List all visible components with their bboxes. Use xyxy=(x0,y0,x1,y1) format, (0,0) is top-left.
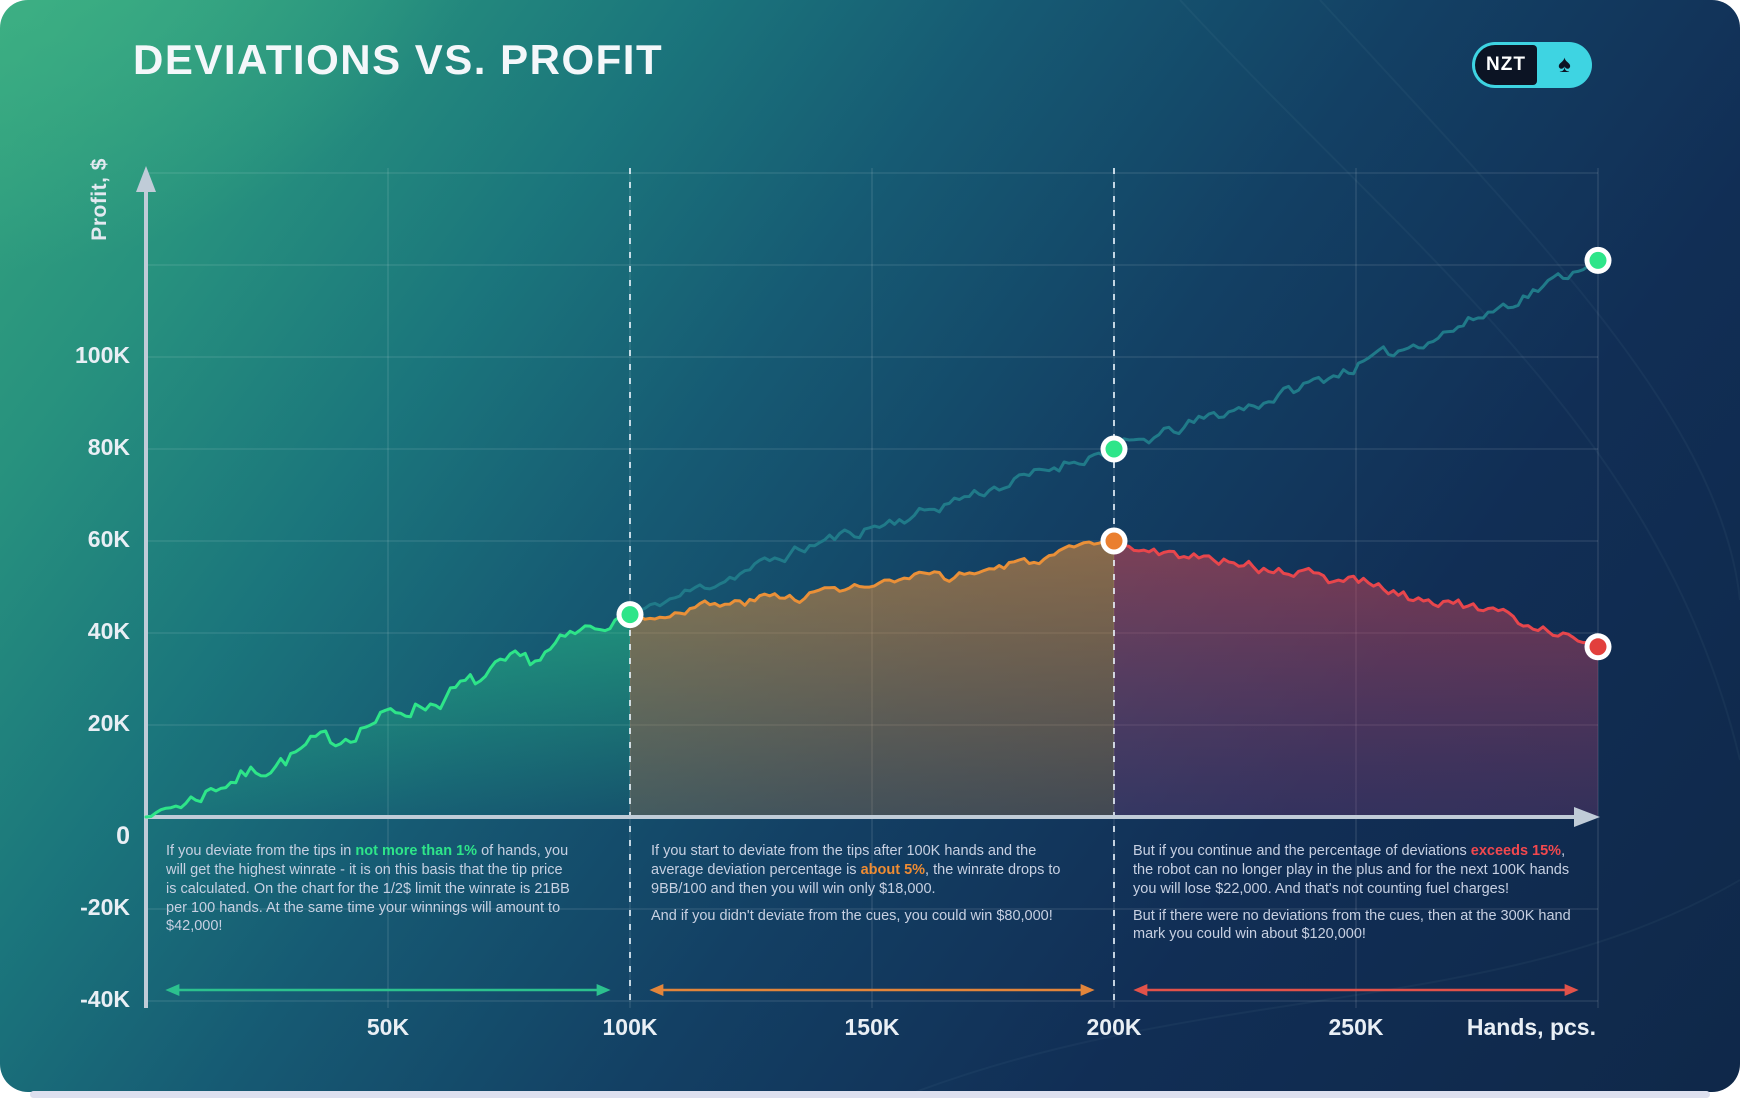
annotation-paragraph: And if you didn't deviate from the cues,… xyxy=(651,907,1089,926)
highlight-orange: about 5% xyxy=(860,861,926,878)
annotation-block-2: If you start to deviate from the tips af… xyxy=(651,842,1089,933)
area-deviations-over-15pct xyxy=(1114,541,1598,817)
milestone-dashed-lines xyxy=(629,168,1115,1008)
range-arrow-left-head xyxy=(649,984,664,996)
marker-dot xyxy=(621,606,639,624)
annotation-text: And if you didn't deviate from the cues,… xyxy=(651,907,1053,924)
y-tick-label: 80K xyxy=(87,434,130,460)
annotation-block-3: But if you continue and the percentage o… xyxy=(1133,842,1585,952)
annotation-block-1: If you deviate from the tips in not more… xyxy=(166,842,572,944)
annotation-text: But if you continue and the percentage o… xyxy=(1133,843,1471,859)
annotation-paragraph: If you deviate from the tips in not more… xyxy=(166,842,572,936)
y-tick-label: -20K xyxy=(80,894,130,920)
x-tick-label: 100K xyxy=(602,1014,658,1040)
marker-dot xyxy=(1105,532,1123,550)
range-arrow-right-head xyxy=(596,984,611,996)
nzt-logo-text: NZT xyxy=(1475,45,1537,85)
contour-line xyxy=(913,879,1740,1092)
marker-dot xyxy=(1589,638,1607,656)
highlight-red: exceeds 15% xyxy=(1470,843,1562,859)
range-arrow-left-head xyxy=(165,984,180,996)
x-tick-label: 50K xyxy=(366,1014,410,1040)
marker-dot xyxy=(1105,440,1123,458)
annotation-paragraph: But if you continue and the percentage o… xyxy=(1133,842,1585,899)
area-deviations-about-5pct xyxy=(630,541,1114,817)
y-tick-label: 100K xyxy=(75,342,130,368)
annotation-text: But if there were no deviations from the… xyxy=(1133,907,1571,943)
x-tick-label: 250K xyxy=(1328,1014,1384,1040)
line-deviations-about-5pct xyxy=(628,539,1116,621)
line-deviations-under-1pct xyxy=(144,613,632,819)
y-axis-title: Profit, $ xyxy=(88,158,111,241)
y-tick-label: 40K xyxy=(87,618,130,644)
contour-line xyxy=(1319,0,1740,601)
annotation-paragraph: If you start to deviate from the tips af… xyxy=(651,842,1089,899)
x-tick-label: 200K xyxy=(1086,1014,1142,1040)
series-areas xyxy=(146,541,1598,817)
y-tick-label: 60K xyxy=(87,526,130,552)
page-title: DEVIATIONS VS. PROFIT xyxy=(133,36,664,83)
highlight-green: not more than 1% xyxy=(355,843,478,859)
range-arrow-right-head xyxy=(1564,984,1579,996)
y-tick-label: -40K xyxy=(80,986,130,1012)
x-axis-title: Hands, pcs. xyxy=(1466,1014,1596,1040)
y-tick-label: 20K xyxy=(87,710,130,736)
area-deviations-under-1pct xyxy=(146,614,630,817)
annotation-text: If you start to deviate from the tips af… xyxy=(651,843,1037,878)
line-deviations-over-15pct xyxy=(1112,539,1600,649)
x-axis-arrowhead xyxy=(1574,807,1600,827)
axes xyxy=(136,166,1600,1008)
contour-line xyxy=(1179,0,1740,761)
marker-dots xyxy=(616,246,1612,661)
range-arrows xyxy=(165,984,1579,996)
y-tick-label: 0 xyxy=(116,822,130,850)
annotation-text: of hands, you will get the highest winra… xyxy=(166,843,570,935)
annotation-text: If you deviate from the tips in xyxy=(166,843,356,859)
background-contour-decor xyxy=(913,0,1740,1092)
annotation-paragraph: But if there were no deviations from the… xyxy=(1133,907,1585,945)
range-arrow-right-head xyxy=(1080,984,1095,996)
annotation-text: , the winrate drops to 9BB/100 and then … xyxy=(651,861,1061,897)
y-axis-arrowhead xyxy=(136,166,156,192)
x-tick-label: 150K xyxy=(844,1014,900,1040)
annotation-text: , the robot can no longer play in the pl… xyxy=(1133,843,1570,897)
marker-dot xyxy=(1589,251,1607,269)
range-arrow-left-head xyxy=(1133,984,1148,996)
bottom-edge-accent xyxy=(30,1091,1710,1098)
nzt-brand-badge: NZT ♠ xyxy=(1472,42,1592,88)
spade-icon: ♠ xyxy=(1558,51,1571,78)
gridlines xyxy=(146,168,1599,1008)
